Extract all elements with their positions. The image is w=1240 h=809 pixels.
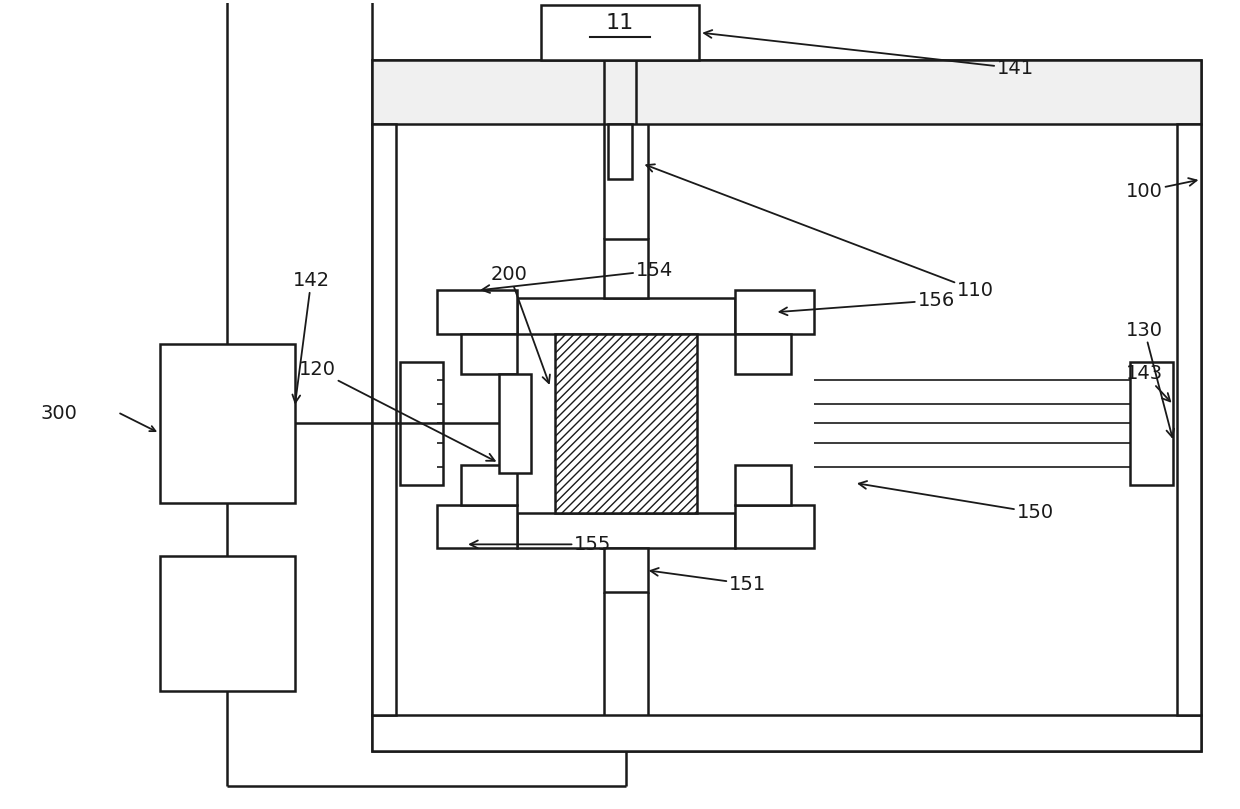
Text: 120: 120 xyxy=(299,360,495,461)
Bar xyxy=(160,557,295,691)
Bar xyxy=(604,239,647,299)
Bar xyxy=(461,465,517,505)
Text: 200: 200 xyxy=(491,265,549,383)
Bar xyxy=(608,124,632,180)
Bar xyxy=(1178,124,1202,715)
Bar xyxy=(517,513,735,549)
Bar xyxy=(604,549,647,592)
Bar xyxy=(399,362,444,485)
Text: 150: 150 xyxy=(859,481,1054,522)
Bar xyxy=(438,505,517,549)
Text: 142: 142 xyxy=(293,271,330,403)
Bar xyxy=(735,334,791,374)
Bar xyxy=(498,374,531,473)
Bar xyxy=(517,299,735,334)
Text: 130: 130 xyxy=(1126,320,1174,437)
Bar xyxy=(554,334,697,513)
Bar xyxy=(735,290,815,334)
Text: 143: 143 xyxy=(1126,364,1171,401)
Text: 155: 155 xyxy=(470,535,611,554)
Bar xyxy=(372,715,1202,751)
Text: 151: 151 xyxy=(651,568,766,594)
Text: 156: 156 xyxy=(780,291,955,316)
Bar xyxy=(1130,362,1173,485)
Bar xyxy=(372,61,1202,124)
Bar xyxy=(541,5,699,61)
Bar xyxy=(160,344,295,502)
Text: 141: 141 xyxy=(704,30,1034,78)
Bar xyxy=(735,505,815,549)
Bar xyxy=(461,334,517,374)
Bar xyxy=(438,290,517,334)
Bar xyxy=(735,465,791,505)
Text: 100: 100 xyxy=(1126,178,1197,201)
Text: 300: 300 xyxy=(41,404,78,423)
Bar xyxy=(372,61,1202,751)
Bar xyxy=(372,124,396,715)
Text: 154: 154 xyxy=(482,261,673,293)
Text: 110: 110 xyxy=(646,164,994,300)
Text: 11: 11 xyxy=(606,13,634,32)
